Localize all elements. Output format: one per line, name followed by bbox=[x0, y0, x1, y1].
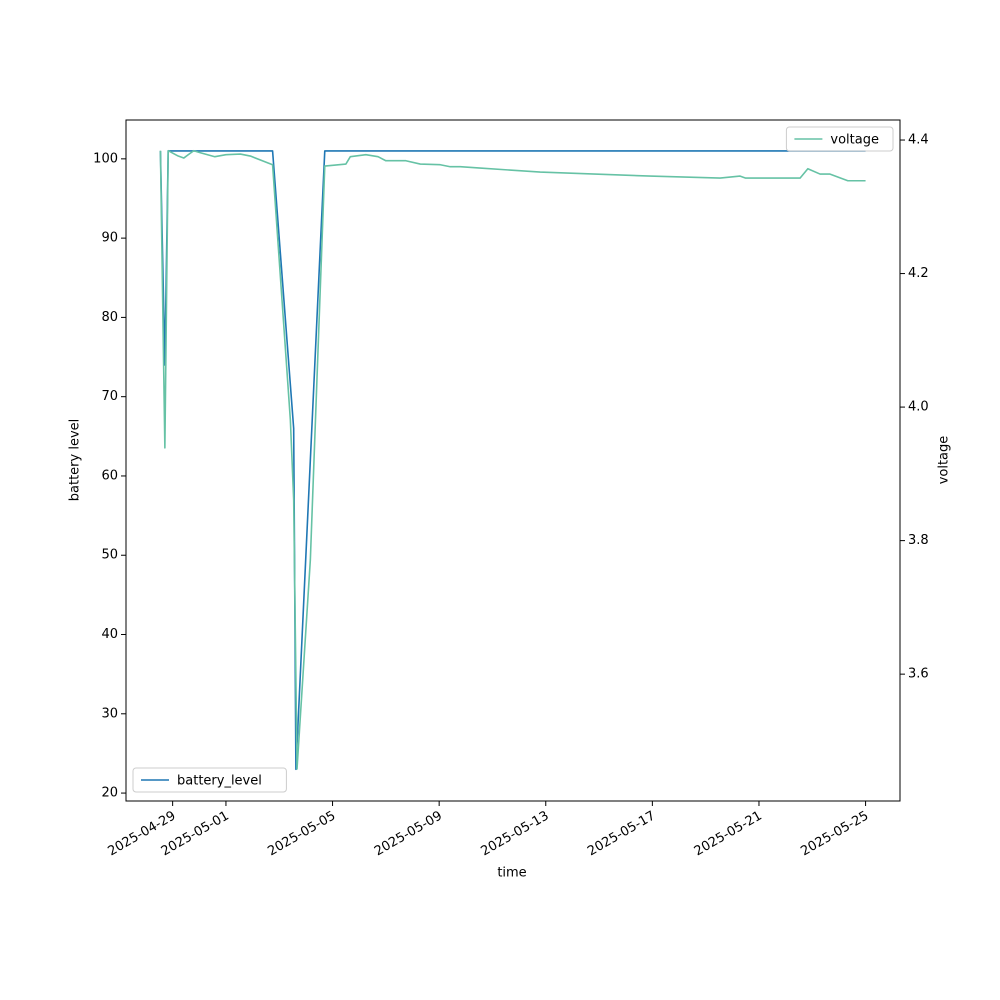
y2-axis-label: voltage bbox=[937, 436, 952, 485]
y2-tick-label: 4.2 bbox=[908, 266, 929, 281]
y2-tick-label: 3.8 bbox=[908, 533, 929, 548]
x-tick-label: 2025-05-09 bbox=[372, 809, 445, 860]
y-tick-label: 80 bbox=[101, 310, 118, 325]
y-tick-label: 60 bbox=[101, 468, 118, 483]
y-tick-label: 20 bbox=[101, 786, 118, 801]
y-tick-label: 100 bbox=[93, 151, 118, 166]
x-tick-label: 2025-05-05 bbox=[265, 809, 338, 860]
legend-box bbox=[132, 767, 287, 793]
y2-tick-label: 3.6 bbox=[908, 667, 929, 682]
x-tick-label: 2025-05-13 bbox=[479, 809, 552, 860]
y2-tick-label: 4.4 bbox=[908, 133, 929, 148]
x-tick-label: 2025-05-21 bbox=[692, 809, 765, 860]
series-line bbox=[159, 149, 866, 770]
y-tick-label: 70 bbox=[101, 389, 118, 404]
x-axis-label: time bbox=[497, 866, 526, 881]
x-tick-label: 2025-05-25 bbox=[798, 809, 871, 860]
y-tick-label: 40 bbox=[101, 627, 118, 642]
series-line bbox=[159, 150, 866, 771]
legend-label: voltage bbox=[830, 133, 879, 148]
y-axis-label: battery level bbox=[68, 419, 83, 502]
y-tick-label: 90 bbox=[101, 231, 118, 246]
y2-tick-label: 4.0 bbox=[908, 400, 929, 415]
y-tick-label: 30 bbox=[101, 706, 118, 721]
y-tick-label: 50 bbox=[101, 548, 118, 563]
legend-label: battery_level bbox=[177, 774, 262, 789]
plot-frame bbox=[125, 119, 901, 802]
legend-box bbox=[785, 126, 894, 152]
x-tick-label: 2025-05-17 bbox=[585, 809, 658, 860]
